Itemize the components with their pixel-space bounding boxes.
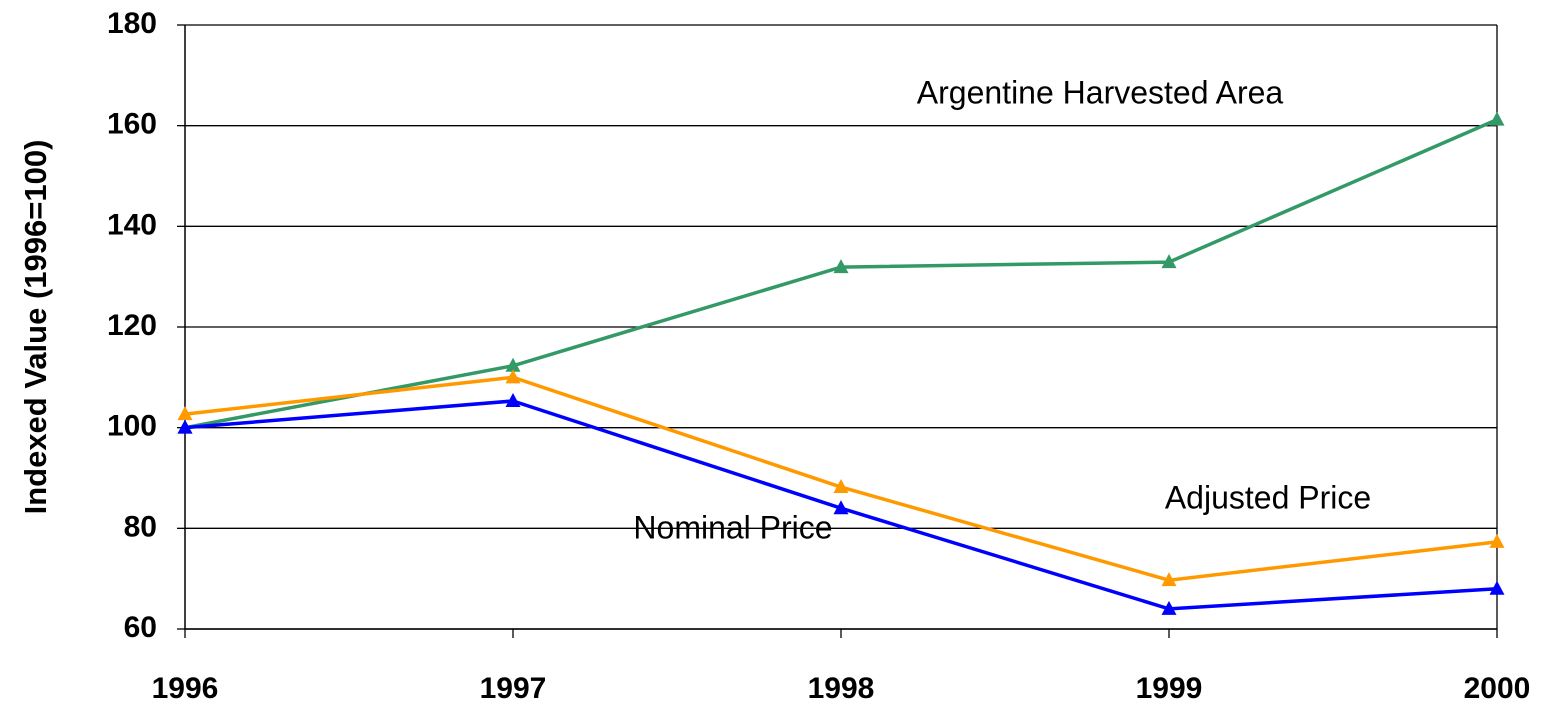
series-label: Adjusted Price bbox=[1165, 479, 1371, 515]
y-axis-title: Indexed Value (1996=100) bbox=[18, 140, 53, 515]
x-tick-label: 2000 bbox=[1464, 672, 1531, 703]
marker bbox=[1489, 111, 1505, 126]
y-tick-label: 120 bbox=[107, 309, 157, 342]
marker bbox=[1489, 533, 1505, 548]
y-tick-label: 140 bbox=[107, 208, 157, 241]
series-label: Nominal Price bbox=[633, 509, 832, 545]
marker bbox=[505, 392, 521, 407]
y-tick-label: 60 bbox=[124, 611, 157, 644]
y-tick-label: 180 bbox=[107, 7, 157, 40]
marker bbox=[177, 406, 193, 421]
x-tick-label: 1998 bbox=[808, 672, 875, 703]
marker bbox=[1161, 572, 1177, 587]
marker bbox=[833, 479, 849, 494]
marker bbox=[833, 500, 849, 515]
y-tick-label: 160 bbox=[107, 108, 157, 141]
marker bbox=[1161, 254, 1177, 269]
marker bbox=[833, 259, 849, 274]
marker bbox=[1161, 600, 1177, 615]
y-tick-label: 100 bbox=[107, 410, 157, 443]
marker bbox=[177, 419, 193, 434]
series-line bbox=[184, 118, 1498, 430]
marker bbox=[505, 357, 521, 372]
y-tick-label: 80 bbox=[124, 510, 157, 543]
x-tick-label: 1997 bbox=[480, 672, 547, 703]
marker bbox=[1489, 580, 1505, 595]
series-label: Argentine Harvested Area bbox=[917, 74, 1284, 110]
x-tick-label: 1999 bbox=[1136, 672, 1203, 703]
marker bbox=[505, 369, 521, 384]
x-tick-label: 1996 bbox=[152, 672, 219, 703]
